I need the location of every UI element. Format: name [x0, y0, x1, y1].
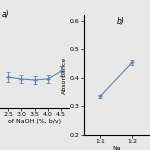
Text: b): b) — [116, 17, 124, 26]
Y-axis label: Absorbance: Absorbance — [62, 56, 67, 94]
X-axis label: of NaOH (%, b/v): of NaOH (%, b/v) — [8, 118, 61, 124]
X-axis label: Na: Na — [112, 146, 121, 150]
Text: a): a) — [1, 10, 9, 19]
